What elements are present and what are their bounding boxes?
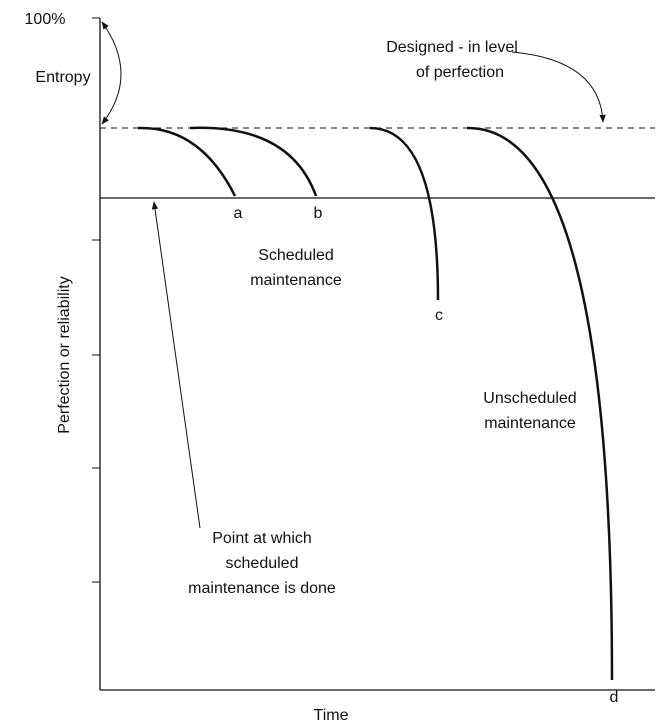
label: Entropy <box>35 69 90 86</box>
label: scheduled <box>226 555 299 572</box>
curve-label: c <box>435 307 443 324</box>
label: Scheduled <box>258 247 334 264</box>
designed-arrow <box>511 51 606 123</box>
curve-c <box>369 126 440 301</box>
curve-d <box>466 126 614 681</box>
y-axis-label: Perfection or reliability <box>56 276 73 433</box>
label: 100% <box>25 11 66 28</box>
label: Designed - in level <box>386 39 518 56</box>
label: Point at which <box>212 530 312 547</box>
entropy-arrow <box>101 21 122 125</box>
curve-label: d <box>610 689 619 706</box>
label: of perfection <box>416 64 504 81</box>
label: maintenance <box>484 415 576 432</box>
curve-a <box>137 126 237 197</box>
label: Unscheduled <box>483 390 576 407</box>
curve-b <box>189 126 318 197</box>
label: maintenance is done <box>188 580 336 597</box>
x-axis-label: Time <box>314 707 349 724</box>
label: maintenance <box>250 272 342 289</box>
point-arrow <box>151 201 201 529</box>
curve-label: a <box>234 205 243 222</box>
curve-label: b <box>314 205 323 222</box>
